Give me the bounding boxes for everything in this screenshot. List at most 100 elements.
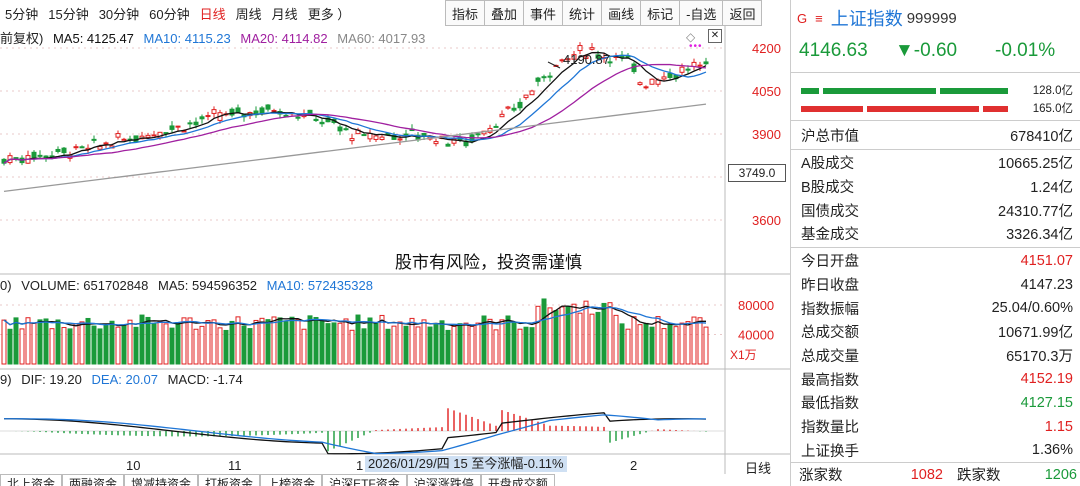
bottom-tab-1[interactable]: 两融资金 xyxy=(62,474,125,486)
period-6[interactable]: 月线 xyxy=(271,6,298,22)
candle-body xyxy=(679,66,685,73)
toolbar-button-2[interactable]: 事件 xyxy=(523,0,563,26)
stat-value: 1.24亿 xyxy=(1030,180,1073,197)
bottom-tab-0[interactable]: 北上资金 xyxy=(0,474,63,486)
candle-body xyxy=(475,133,481,136)
volume-bar xyxy=(43,318,49,365)
volume-bar xyxy=(463,322,469,365)
volume-bar xyxy=(619,323,625,365)
vol-legend-vol: VOLUME: 651702848 xyxy=(21,278,149,293)
candle-body xyxy=(697,64,703,67)
stat-row: A股成交 10665.25亿 xyxy=(791,151,1080,175)
toolbar-button-6[interactable]: -自选 xyxy=(679,0,723,26)
legend-ma5: MA5: 4125.47 xyxy=(52,31,134,46)
price-tick-label: 4050 xyxy=(752,84,781,99)
volume-bar xyxy=(523,326,529,365)
toolbar-button-3[interactable]: 统计 xyxy=(562,0,602,26)
stat-row: 昨日收盘 4147.23 xyxy=(791,273,1080,297)
stat-label: 今日开盘 xyxy=(801,254,859,271)
macd-legend-dea: DEA: 20.07 xyxy=(91,372,159,387)
period-0[interactable]: 5分钟 xyxy=(5,6,39,22)
volume-bar xyxy=(103,323,109,365)
kline-chart-svg[interactable]: 420040503900375036008000040000101112 xyxy=(0,26,790,486)
stat-value: 10671.99亿 xyxy=(998,325,1073,342)
period-5[interactable]: 周线 xyxy=(235,6,262,22)
period-7[interactable]: 更多 ） xyxy=(307,6,351,22)
volume-bar xyxy=(493,329,499,365)
vol-legend-ma5: MA5: 594596352 xyxy=(158,278,258,293)
bottom-tab-3[interactable]: 打板资金 xyxy=(198,474,261,486)
candle-body xyxy=(583,56,589,60)
turnover-rows: A股成交 10665.25亿 B股成交 1.24亿 国债成交 24310.77亿 基金成交 3… xyxy=(791,151,1080,246)
bottom-tab-2[interactable]: 增减持资金 xyxy=(124,474,199,486)
volume-ma5-line xyxy=(3,305,707,327)
period-2[interactable]: 30分钟 xyxy=(98,6,140,22)
toolbar-button-5[interactable]: 标记 xyxy=(640,0,680,26)
menu-icon[interactable]: ≡ xyxy=(815,10,823,26)
diamond-icon[interactable]: ◇ xyxy=(686,30,696,44)
volume-bar xyxy=(517,328,523,365)
candle-body xyxy=(397,138,403,141)
volume-bar xyxy=(55,319,61,365)
candle-body xyxy=(625,55,631,58)
volume-bar xyxy=(181,317,187,365)
macd-legend-dif: DIF: 19.20 xyxy=(21,372,82,387)
candle-body xyxy=(607,61,613,64)
stat-row: 最高指数 4152.19 xyxy=(791,367,1080,391)
stat-value: 4152.19 xyxy=(1020,371,1073,388)
candle-body xyxy=(97,146,103,150)
index-stats-rows: 今日开盘 4151.07 昨日收盘 4147.23 指数振幅 25.04/0.60% 总成交… xyxy=(791,249,1080,462)
volume-bar xyxy=(691,316,697,365)
peak-price-label: 4190.87 xyxy=(563,52,610,67)
candle-body xyxy=(499,113,505,118)
toolbar-button-7[interactable]: 返回 xyxy=(722,0,763,26)
bottom-tab-7[interactable]: 开盘成交额 xyxy=(480,474,555,486)
close-icon[interactable]: ✕ xyxy=(708,29,722,43)
index-code: 999999 xyxy=(906,9,957,27)
volume-bar xyxy=(13,317,19,365)
volume-bar xyxy=(277,317,283,365)
volume-bar xyxy=(679,322,685,365)
bottom-tab-6[interactable]: 沪深涨跌停 xyxy=(406,474,481,486)
stat-row: 国债成交 24310.77亿 xyxy=(791,198,1080,222)
period-4[interactable]: 日线 xyxy=(199,6,226,22)
g-icon[interactable]: G xyxy=(797,10,808,26)
toolbar-button-0[interactable]: 指标 xyxy=(445,0,485,26)
candle-body xyxy=(61,147,67,154)
volume-bar xyxy=(607,302,613,365)
bottom-tab-4[interactable]: 上榜资金 xyxy=(260,474,323,486)
macd-legend: 9) DIF: 19.20 DEA: 20.07 MACD: -1.74 xyxy=(0,372,249,387)
volume-bar xyxy=(643,322,649,365)
volume-bar xyxy=(637,324,643,365)
volume-bar xyxy=(319,320,325,365)
volume-bar xyxy=(139,314,145,365)
legend-ma60: MA60: 4017.93 xyxy=(337,31,426,46)
stat-label: 国债成交 xyxy=(801,203,859,220)
toolbar-button-4[interactable]: 画线 xyxy=(601,0,641,26)
candle-body xyxy=(445,143,451,147)
period-3[interactable]: 60分钟 xyxy=(149,6,190,22)
volume-bar xyxy=(487,318,493,365)
volume-tick-label: 40000 xyxy=(738,328,774,343)
candle-body xyxy=(187,122,193,125)
stat-label: 最高指数 xyxy=(801,372,859,389)
volume-unit: X1万 xyxy=(730,348,757,362)
period-corner-label[interactable]: 日线 xyxy=(745,461,772,476)
market-value-rows: 沪总市值 678410亿 xyxy=(791,124,1080,148)
candle-body xyxy=(91,138,97,141)
candle-body xyxy=(361,134,367,137)
volume-bar xyxy=(295,318,301,365)
candle-body xyxy=(337,126,343,132)
period-bar: 5分钟 15分钟 30分钟 60分钟 日线 周线 月线 更多 ） xyxy=(0,0,418,26)
bottom-tab-5[interactable]: 沪深ETF资金 xyxy=(322,474,407,486)
quote-header: G ≡ 上证指数 999999 xyxy=(791,0,1080,36)
candle-body xyxy=(367,132,373,140)
last-price: 4146.63 xyxy=(799,40,868,61)
volume-bar xyxy=(61,327,67,365)
toolbar-button-1[interactable]: 叠加 xyxy=(484,0,524,26)
period-1[interactable]: 15分钟 xyxy=(48,6,89,22)
chart-area[interactable]: 420040503900375036008000040000101112 前复权… xyxy=(0,26,790,486)
stat-label: 指数量比 xyxy=(801,420,859,437)
candle-body xyxy=(73,146,79,149)
legend-prefix: 前复权) xyxy=(0,31,44,46)
